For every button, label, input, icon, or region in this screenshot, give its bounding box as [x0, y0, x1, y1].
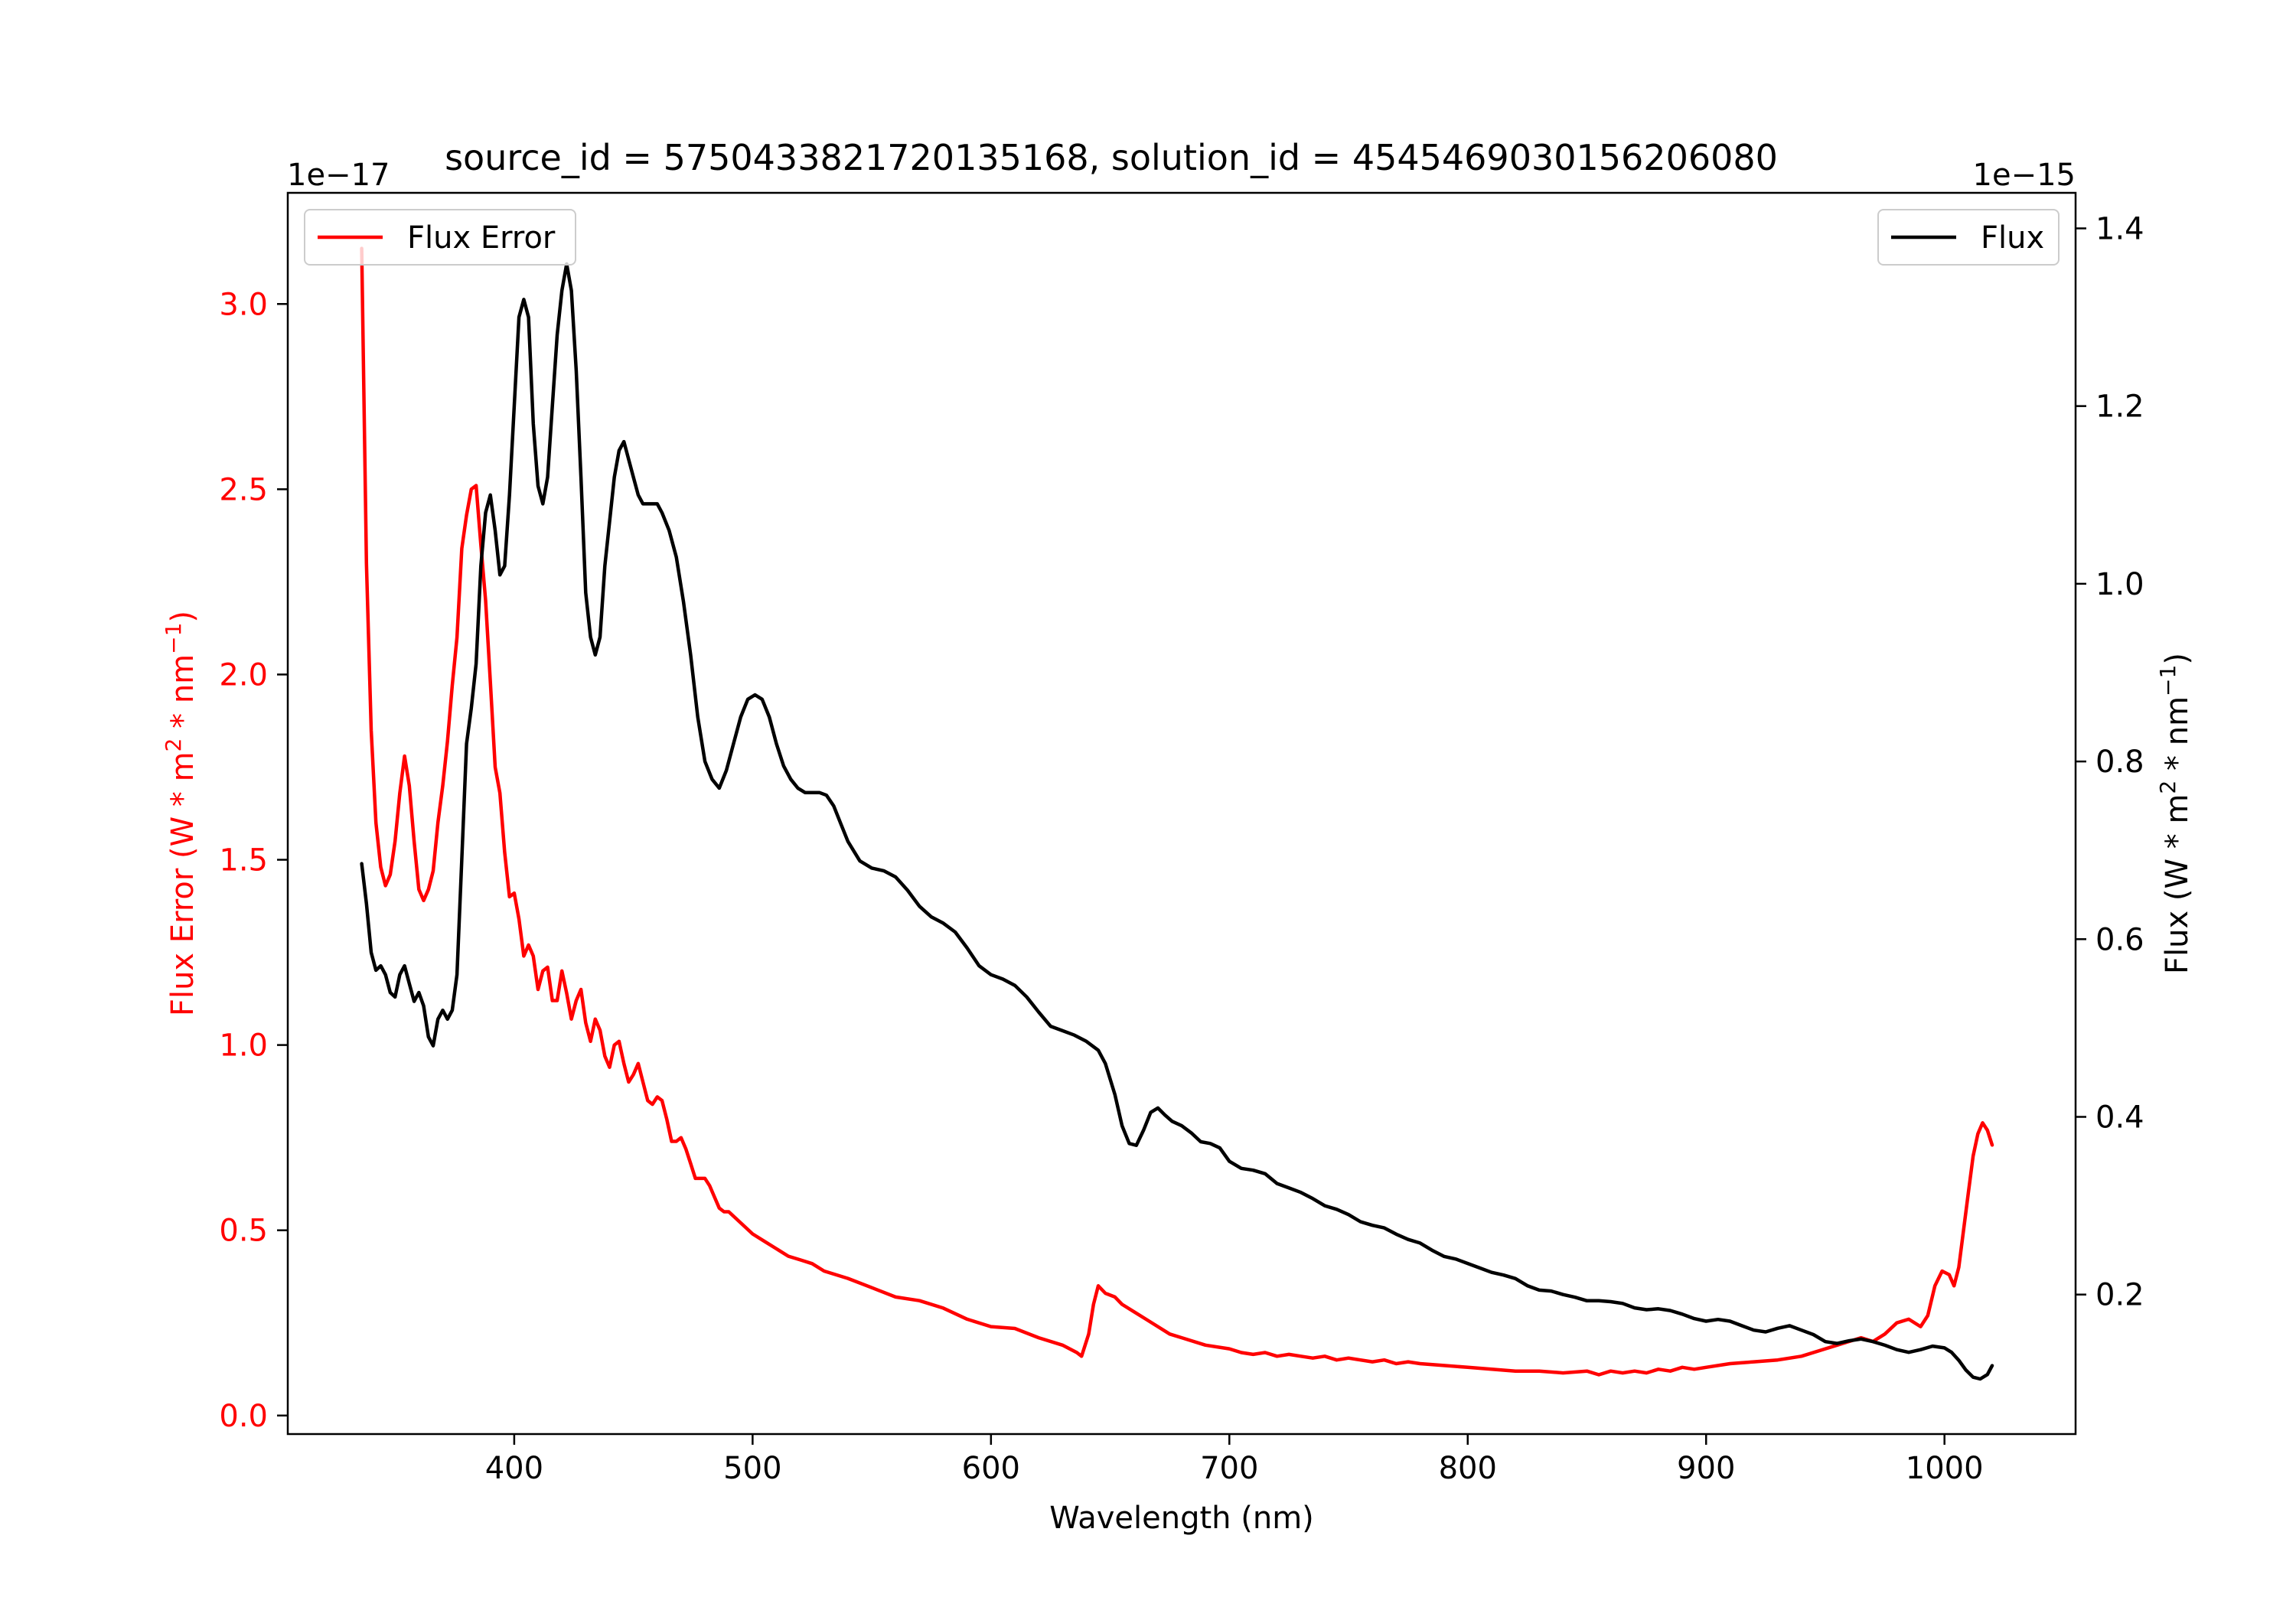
chart-title: source_id = 5750433821720135168, solutio…	[445, 137, 1778, 178]
right-axis-label-mid: * nm	[2160, 696, 2195, 781]
right-axis-label-sup1: 2	[2155, 781, 2180, 794]
left-axis-offset-text: 1e−17	[287, 158, 390, 193]
legend-flux-label: Flux	[1981, 220, 2044, 256]
right-axis-label: Flux (W * m2 * nm−1)	[2155, 653, 2196, 974]
left-tick-label: 1.5	[219, 843, 268, 878]
right-tick-label: 0.4	[2095, 1100, 2144, 1136]
legend-flux-box	[1877, 209, 2060, 266]
right-tick-label: 0.2	[2095, 1278, 2144, 1313]
x-tick-label: 800	[1439, 1451, 1497, 1486]
right-axis-ticks: 0.2 0.4 0.6 0.8 1.0 1.2 1.4	[2076, 211, 2144, 1313]
left-axis-label-end: )	[165, 611, 201, 623]
right-tick-label: 1.0	[2095, 567, 2144, 602]
x-tick-label: 400	[485, 1451, 543, 1486]
left-axis-ticks: 0.0 0.5 1.0 1.5 2.0 2.5 3.0	[219, 287, 288, 1434]
right-axis-label-end: )	[2160, 653, 2195, 665]
x-tick-label: 500	[723, 1451, 781, 1486]
left-tick-label: 0.5	[219, 1214, 268, 1249]
left-axis-label: Flux Error (W * m2 * nm−1)	[161, 611, 201, 1016]
left-axis-label-main: Flux Error (W * m	[165, 751, 201, 1016]
flux-error-line	[360, 246, 1994, 1377]
left-tick-label: 2.0	[219, 657, 268, 693]
x-tick-label: 700	[1200, 1451, 1258, 1486]
right-axis-label-sup2: −1	[2155, 665, 2180, 696]
left-tick-label: 0.0	[219, 1399, 268, 1434]
x-tick-label: 900	[1677, 1451, 1735, 1486]
x-axis-label: Wavelength (nm)	[1049, 1501, 1314, 1536]
x-tick-label: 600	[962, 1451, 1020, 1486]
x-tick-label: 1000	[1906, 1451, 1984, 1486]
left-axis-label-sup1: 2	[161, 738, 186, 752]
right-axis-offset-text: 1e−15	[1973, 158, 2076, 193]
left-axis-label-sup2: −1	[161, 623, 186, 654]
right-tick-label: 1.2	[2095, 390, 2144, 425]
left-tick-label: 2.5	[219, 472, 268, 507]
axes-frame	[286, 191, 2077, 1436]
x-axis-ticks: 400 500 600 700 800 900 1000	[485, 1434, 1984, 1486]
left-tick-label: 1.0	[219, 1028, 268, 1064]
flux-line	[360, 262, 1994, 1381]
legend-flux-error-box	[304, 209, 576, 266]
right-tick-label: 1.4	[2095, 211, 2144, 246]
right-axis-label-main: Flux (W * m	[2160, 794, 2195, 974]
legend-flux-error-label: Flux Error	[407, 220, 556, 256]
left-axis-label-mid: * nm	[165, 654, 201, 738]
legend-flux-error: Flux Error	[304, 209, 576, 266]
right-tick-label: 0.6	[2095, 922, 2144, 957]
left-tick-label: 3.0	[219, 287, 268, 322]
right-tick-label: 0.8	[2095, 745, 2144, 780]
legend-flux: Flux	[1877, 209, 2060, 266]
plot-area	[360, 246, 1994, 1381]
